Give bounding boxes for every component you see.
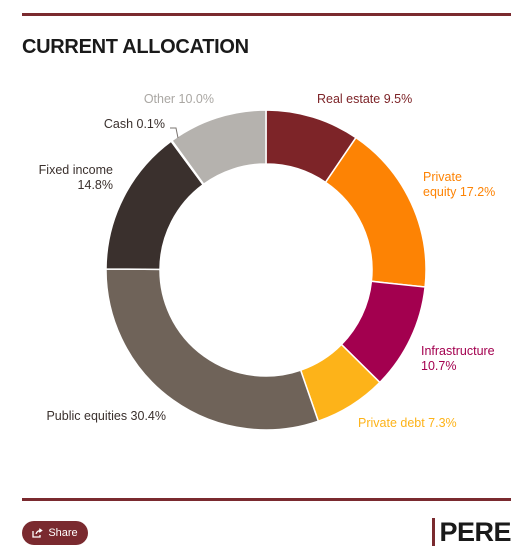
brand-logo: PERE [432, 517, 511, 547]
slice-private-equity[interactable] [324, 136, 427, 288]
slice-public-equities[interactable] [105, 268, 320, 431]
bottom-rule [22, 498, 511, 501]
chart-title: CURRENT ALLOCATION [22, 36, 249, 58]
share-button[interactable]: Share [22, 521, 88, 545]
label-private-debt: Private debt 7.3% [358, 416, 457, 430]
label-fixed-income: Fixed income 14.8% [39, 163, 113, 192]
slice-other[interactable] [170, 109, 267, 186]
share-label: Share [48, 527, 78, 539]
label-public-equities: Public equities 30.4% [46, 409, 166, 423]
brand-bar [432, 518, 436, 546]
cash-leader-line [170, 127, 179, 139]
donut-chart: Real estate 9.5% Private equity 17.2% Infra… [39, 92, 495, 431]
share-icon [32, 528, 44, 538]
label-real-estate: Real estate 9.5% [317, 92, 412, 106]
top-rule [22, 13, 511, 16]
label-infrastructure: Infrastructure 10.7% [421, 344, 495, 373]
brand-wordmark: PERE [439, 516, 511, 547]
label-cash: Cash 0.1% [104, 117, 165, 131]
label-other: Other 10.0% [144, 92, 214, 106]
label-private-equity: Private equity 17.2% [423, 170, 495, 199]
